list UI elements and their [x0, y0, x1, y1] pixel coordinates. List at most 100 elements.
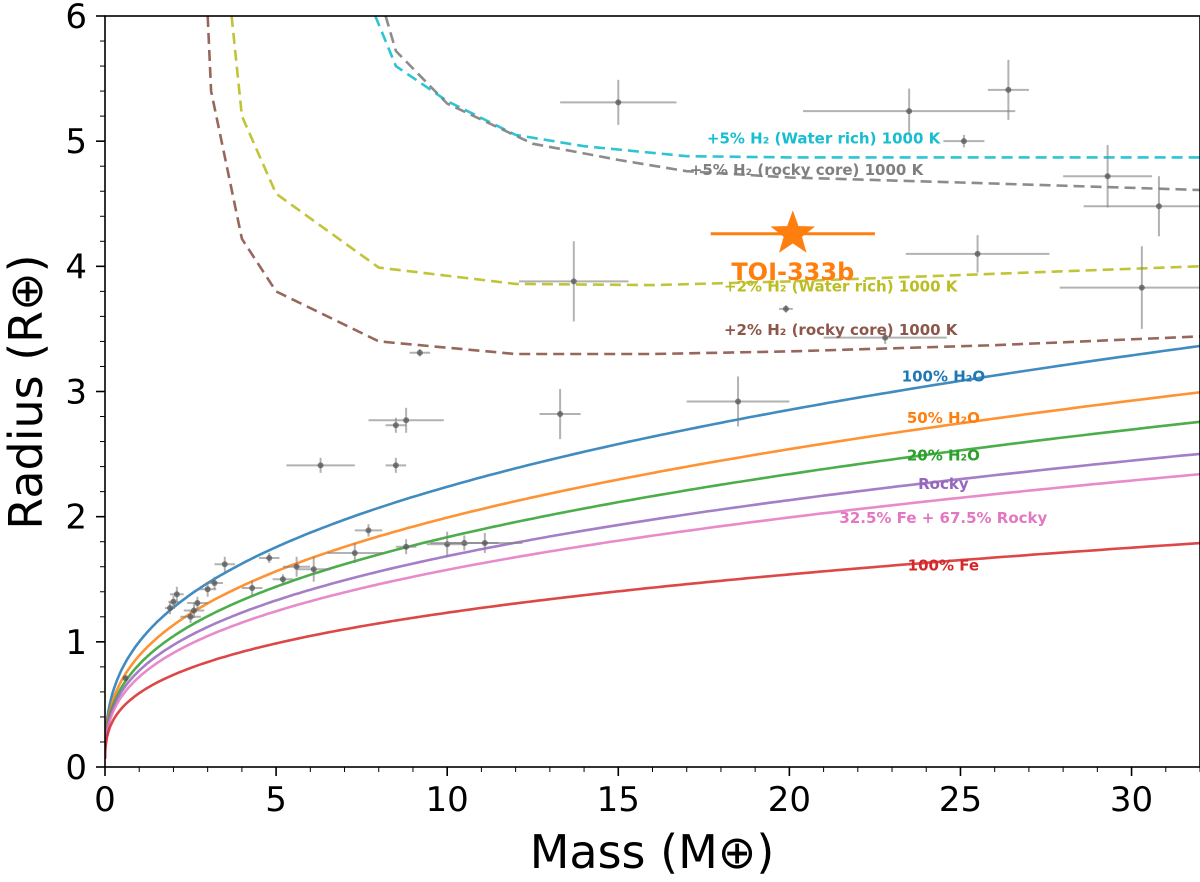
planet-point [1059, 246, 1200, 329]
axes: 0 5 10 15 20 25 30 0 1 2 3 4 5 6 [65, 0, 1200, 820]
target-planet [710, 210, 875, 253]
planet-marker [317, 462, 324, 469]
50-h2o-label: 50% H₂O [907, 409, 980, 427]
x-tick-label: 25 [939, 780, 982, 820]
5-h2-rocky-core-1000-k-label: +5% H₂ (rocky core) 1000 K [690, 161, 925, 179]
planet-point [296, 556, 331, 582]
planet-point [170, 586, 184, 602]
planet-marker [557, 411, 564, 418]
100-fe-curve [105, 541, 1200, 760]
y-tick-label: 6 [65, 0, 87, 37]
planet-marker [187, 613, 194, 620]
100-h2o-curve [105, 344, 1200, 756]
y-tick-label: 2 [65, 498, 87, 538]
planet-marker [221, 561, 228, 568]
planet-marker [974, 250, 981, 257]
planet-point [987, 59, 1029, 120]
planet-point [905, 235, 1050, 273]
planet-marker [1138, 284, 1145, 291]
planet-point [258, 552, 280, 563]
planet-marker [249, 585, 256, 592]
planet-marker [266, 554, 273, 561]
planet-point [272, 574, 294, 585]
planet-point [205, 576, 224, 590]
planet-marker [194, 600, 201, 607]
planet-point [803, 88, 1016, 134]
5-h2-rocky-core-1000-k-curve [384, 16, 1200, 192]
planet-marker [173, 591, 180, 598]
planet-marker [351, 549, 358, 556]
planet-marker [122, 675, 129, 682]
100-fe-label: 100% Fe [908, 556, 979, 574]
planet-marker [392, 462, 399, 469]
target-star-marker [770, 210, 816, 253]
100-h2o-label: 100% H₂O [902, 367, 985, 385]
planet-point [1063, 144, 1153, 208]
curve-labels: 100% H₂O 50% H₂O 20% H₂O Rocky 32.5% Fe + 67… [690, 130, 1048, 575]
planet-marker [392, 422, 399, 429]
32-5-fe-67-5-rocky-curve [105, 472, 1200, 759]
rocky-label: Rocky [918, 475, 969, 493]
y-tick-label: 0 [65, 748, 87, 788]
planet-point [779, 305, 793, 313]
planet-marker [310, 566, 317, 573]
planet-point [409, 348, 431, 357]
planet-marker [782, 305, 789, 312]
5-h2-water-rich-1000-k-label: +5% H₂ (Water rich) 1000 K [707, 130, 942, 148]
x-tick-label: 20 [768, 780, 811, 820]
planet-point [539, 388, 581, 440]
planet-point [214, 556, 236, 572]
planet-marker [279, 576, 286, 583]
composition-curves [105, 344, 1200, 760]
y-tick-label: 4 [65, 247, 87, 287]
planet-point [183, 603, 205, 619]
x-tick-label: 5 [265, 780, 287, 820]
planet-point [385, 457, 407, 473]
planet-point [180, 610, 201, 624]
planet-marker [167, 605, 174, 612]
y-tick-label: 3 [65, 373, 87, 413]
planet-marker [416, 349, 423, 356]
planet-point [282, 556, 311, 577]
2-h2-water-rich-1000-k-label: +2% H₂ (Water rich) 1000 K [724, 277, 959, 295]
known-planets [122, 59, 1200, 682]
planet-marker [211, 580, 218, 587]
planet-point [241, 580, 263, 596]
y-tick-label: 5 [65, 122, 87, 162]
planet-marker [1104, 173, 1111, 180]
5-h2-water-rich-1000-k-curve [374, 16, 1200, 159]
rocky-curve [105, 452, 1200, 758]
planet-point [199, 581, 217, 597]
x-tick-label: 30 [1110, 780, 1153, 820]
x-tick-label: 10 [426, 780, 469, 820]
plot-frame [104, 15, 1200, 768]
planet-point [943, 134, 985, 148]
planet-marker [365, 527, 372, 534]
planet-marker [1155, 203, 1162, 210]
planet-marker [204, 586, 211, 593]
planet-marker [293, 563, 300, 570]
x-tick-label: 0 [94, 780, 116, 820]
planet-point [187, 596, 208, 610]
planet-point [395, 539, 417, 555]
y-axis-label: Radius (R⊕) [0, 254, 53, 529]
planet-marker [960, 138, 967, 145]
50-h2o-curve [105, 391, 1200, 758]
envelope-curves [206, 16, 1200, 356]
planet-point [354, 524, 383, 537]
x-tick-label: 15 [597, 780, 640, 820]
planet-point [560, 79, 677, 125]
planet-marker [906, 108, 913, 115]
planet-marker [190, 607, 197, 614]
planet-point [1083, 176, 1200, 237]
planet-point [519, 241, 629, 322]
2-h2-rocky-core-1000-k-label: +2% H₂ (rocky core) 1000 K [724, 321, 959, 339]
x-axis-label: Mass (M⊕) [530, 825, 775, 879]
planet-marker [735, 398, 742, 405]
32-5-fe-67-5-rocky-label: 32.5% Fe + 67.5% Rocky [839, 509, 1047, 527]
planet-marker [882, 334, 889, 341]
20-h2o-curve [105, 420, 1200, 758]
planet-point [122, 675, 129, 682]
planet-marker [1005, 86, 1012, 93]
